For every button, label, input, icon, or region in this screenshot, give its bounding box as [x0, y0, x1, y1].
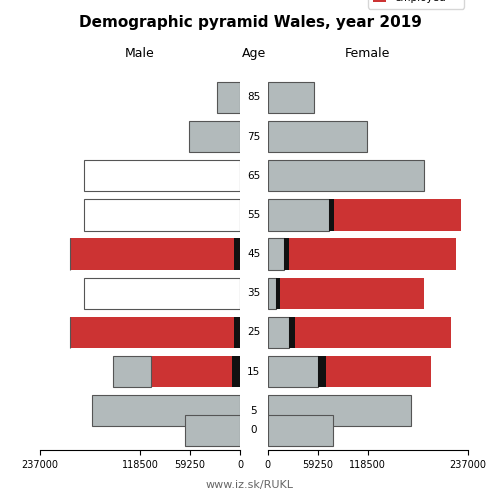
- Text: 45: 45: [247, 249, 260, 259]
- Bar: [234, 238, 240, 270]
- Bar: [334, 200, 460, 230]
- Bar: [84, 278, 240, 309]
- Bar: [268, 82, 314, 113]
- Bar: [152, 356, 232, 388]
- Bar: [234, 317, 240, 348]
- Text: Age: Age: [242, 47, 266, 60]
- Text: Demographic pyramid Wales, year 2019: Demographic pyramid Wales, year 2019: [78, 15, 422, 30]
- Bar: [70, 238, 234, 270]
- Bar: [268, 200, 329, 230]
- Text: 35: 35: [247, 288, 260, 298]
- Bar: [318, 356, 326, 388]
- Text: 55: 55: [247, 210, 260, 220]
- Bar: [296, 317, 452, 348]
- Bar: [280, 278, 424, 309]
- Bar: [92, 395, 240, 426]
- Text: 5: 5: [250, 406, 257, 416]
- Text: www.iz.sk/RUKL: www.iz.sk/RUKL: [206, 480, 294, 490]
- Bar: [114, 356, 152, 388]
- Bar: [268, 278, 276, 309]
- Text: 15: 15: [247, 366, 260, 376]
- Text: 65: 65: [247, 171, 260, 181]
- Bar: [284, 238, 288, 270]
- Bar: [326, 356, 431, 388]
- Bar: [232, 356, 240, 388]
- Text: Male: Male: [125, 47, 155, 60]
- Text: 75: 75: [247, 132, 260, 141]
- Bar: [190, 121, 240, 152]
- Text: 0: 0: [250, 426, 257, 436]
- Bar: [329, 200, 334, 230]
- Bar: [84, 160, 240, 192]
- Bar: [217, 82, 240, 113]
- Bar: [268, 238, 284, 270]
- Bar: [70, 317, 234, 348]
- Bar: [268, 121, 367, 152]
- Text: 25: 25: [247, 328, 260, 338]
- Legend: inactive, unemployed, employed: inactive, unemployed, employed: [368, 0, 464, 8]
- Bar: [288, 238, 456, 270]
- Bar: [276, 278, 280, 309]
- Bar: [268, 414, 334, 446]
- Bar: [268, 395, 411, 426]
- Bar: [268, 356, 318, 388]
- Bar: [288, 317, 296, 348]
- Bar: [268, 160, 424, 192]
- Bar: [185, 414, 240, 446]
- Bar: [84, 200, 240, 230]
- Bar: [268, 317, 288, 348]
- Text: Female: Female: [345, 47, 390, 60]
- Text: 85: 85: [247, 92, 260, 102]
